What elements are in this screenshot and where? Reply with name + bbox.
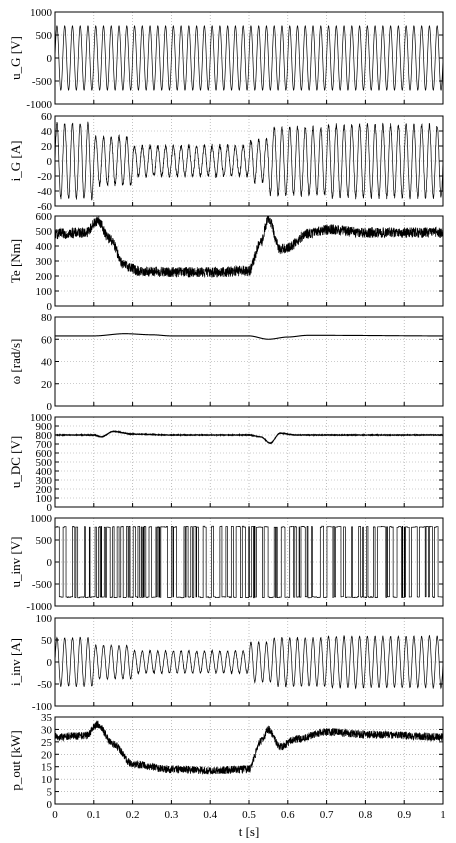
x-tick-label: 0.1	[87, 809, 101, 821]
y-tick-label: 600	[36, 448, 53, 460]
y-tick-label: 40	[41, 126, 53, 138]
y-tick-label: 20	[41, 379, 53, 391]
y-tick-label: 300	[36, 256, 53, 268]
x-tick-label: 0.2	[126, 809, 140, 821]
x-tick-label: 0	[52, 809, 58, 821]
y-tick-label: 60	[41, 111, 53, 123]
y-tick-label: 20	[41, 141, 53, 153]
y-tick-label: -100	[32, 701, 53, 713]
x-tick-label: 0.9	[397, 809, 411, 821]
series-line	[55, 525, 443, 599]
y-tick-label: 30	[41, 724, 53, 736]
y-tick-label: 1000	[30, 513, 53, 525]
x-tick-label: 0.4	[203, 809, 217, 821]
x-axis: 0 0.1 0.2 0.3 0.4 0.5 0.6 0.7 0.8 0.9 1	[52, 809, 446, 821]
y-axis-label: i_inv [A]	[8, 638, 23, 686]
y-tick-label: 400	[36, 241, 53, 253]
y-tick-label: 0	[47, 301, 53, 313]
y-tick-label: 500	[36, 457, 53, 469]
y-tick-label: 900	[36, 421, 53, 433]
y-tick-label: -20	[37, 171, 52, 183]
y-axis-label: u_DC [V]	[8, 436, 23, 488]
y-tick-label: 35	[41, 712, 53, 724]
panel-4: 80 60 40 20 0 ω [rad/s]	[8, 312, 444, 413]
y-tick-label: 400	[36, 466, 53, 478]
y-tick-label: 100	[36, 613, 53, 625]
y-tick-label: -50	[37, 679, 52, 691]
y-axis-label: i_G [A]	[8, 141, 23, 182]
y-tick-label: -1000	[26, 601, 52, 613]
y-tick-label: 0	[47, 557, 53, 569]
y-axis-label: u_inv [V]	[8, 537, 23, 588]
y-tick-label: 0	[47, 799, 53, 811]
y-tick-label: 60	[41, 334, 53, 346]
y-tick-label: 5	[47, 787, 53, 799]
series-line	[55, 333, 443, 340]
y-tick-label: 40	[41, 357, 53, 369]
y-tick-label: -1000	[26, 99, 52, 111]
x-tick-label: 0.7	[320, 809, 334, 821]
grid	[55, 216, 443, 306]
x-tick-label: 0.6	[281, 809, 295, 821]
y-tick-label: 0	[47, 502, 53, 514]
grid	[55, 417, 443, 507]
y-tick-label: 500	[36, 226, 53, 238]
grid	[55, 317, 443, 406]
y-tick-label: -60	[37, 201, 52, 213]
y-tick-label: -500	[32, 76, 53, 88]
y-tick-label: 100	[36, 286, 53, 298]
y-tick-label: 0	[47, 657, 53, 669]
x-tick-label: 0.5	[242, 809, 256, 821]
y-axis-label: p_out [kW]	[8, 730, 23, 790]
y-tick-label: 800	[36, 430, 53, 442]
y-tick-label: 0	[47, 53, 53, 65]
panel-1: 1000 500 0 -500 -1000 u_G [V]	[8, 7, 444, 111]
y-tick-label: 1000	[30, 412, 53, 424]
y-tick-label: 500	[36, 535, 53, 547]
series-line	[54, 25, 444, 91]
grid	[55, 717, 443, 804]
y-tick-label: 200	[36, 484, 53, 496]
y-tick-label: 20	[41, 749, 53, 761]
y-tick-label: 600	[36, 211, 53, 223]
series-line	[54, 634, 444, 690]
y-axis-label: u_G [V]	[8, 36, 23, 80]
series-line	[54, 215, 444, 278]
y-tick-label: 0	[47, 401, 53, 413]
y-tick-label: -500	[32, 579, 53, 591]
series-line	[54, 720, 444, 775]
series-line	[54, 121, 444, 201]
y-tick-label: 1000	[30, 7, 53, 19]
y-tick-label: 100	[36, 493, 53, 505]
y-tick-label: 300	[36, 475, 53, 487]
x-tick-label: 0.3	[165, 809, 179, 821]
panel-2: 60 40 20 0 -20 -40 -60 i_G [A]	[8, 111, 444, 213]
panel-3: 600 500 400 300 200 100 0 Te [Nm]	[8, 211, 444, 313]
y-tick-label: 10	[41, 774, 53, 786]
y-tick-label: 80	[41, 312, 53, 324]
y-tick-label: 700	[36, 439, 53, 451]
x-tick-label: 1	[440, 809, 446, 821]
plot-frame	[54, 716, 444, 805]
x-axis-label: t [s]	[239, 824, 260, 839]
panel-7: 100 50 0 -50 -100 i_inv [A]	[8, 613, 444, 713]
y-tick-label: -40	[37, 186, 52, 198]
x-tick-label: 0.8	[359, 809, 373, 821]
y-axis-label: Te [Nm]	[8, 239, 23, 283]
y-tick-label: 500	[36, 30, 53, 42]
y-tick-label: 0	[47, 156, 53, 168]
y-tick-label: 25	[41, 737, 53, 749]
panel-6: 1000 500 0 -500 -1000 u_inv [V]	[8, 513, 444, 613]
y-tick-label: 50	[41, 635, 53, 647]
y-tick-label: 15	[41, 762, 53, 774]
series-line	[54, 430, 444, 445]
y-tick-label: 200	[36, 271, 53, 283]
y-axis-label: ω [rad/s]	[8, 339, 23, 385]
